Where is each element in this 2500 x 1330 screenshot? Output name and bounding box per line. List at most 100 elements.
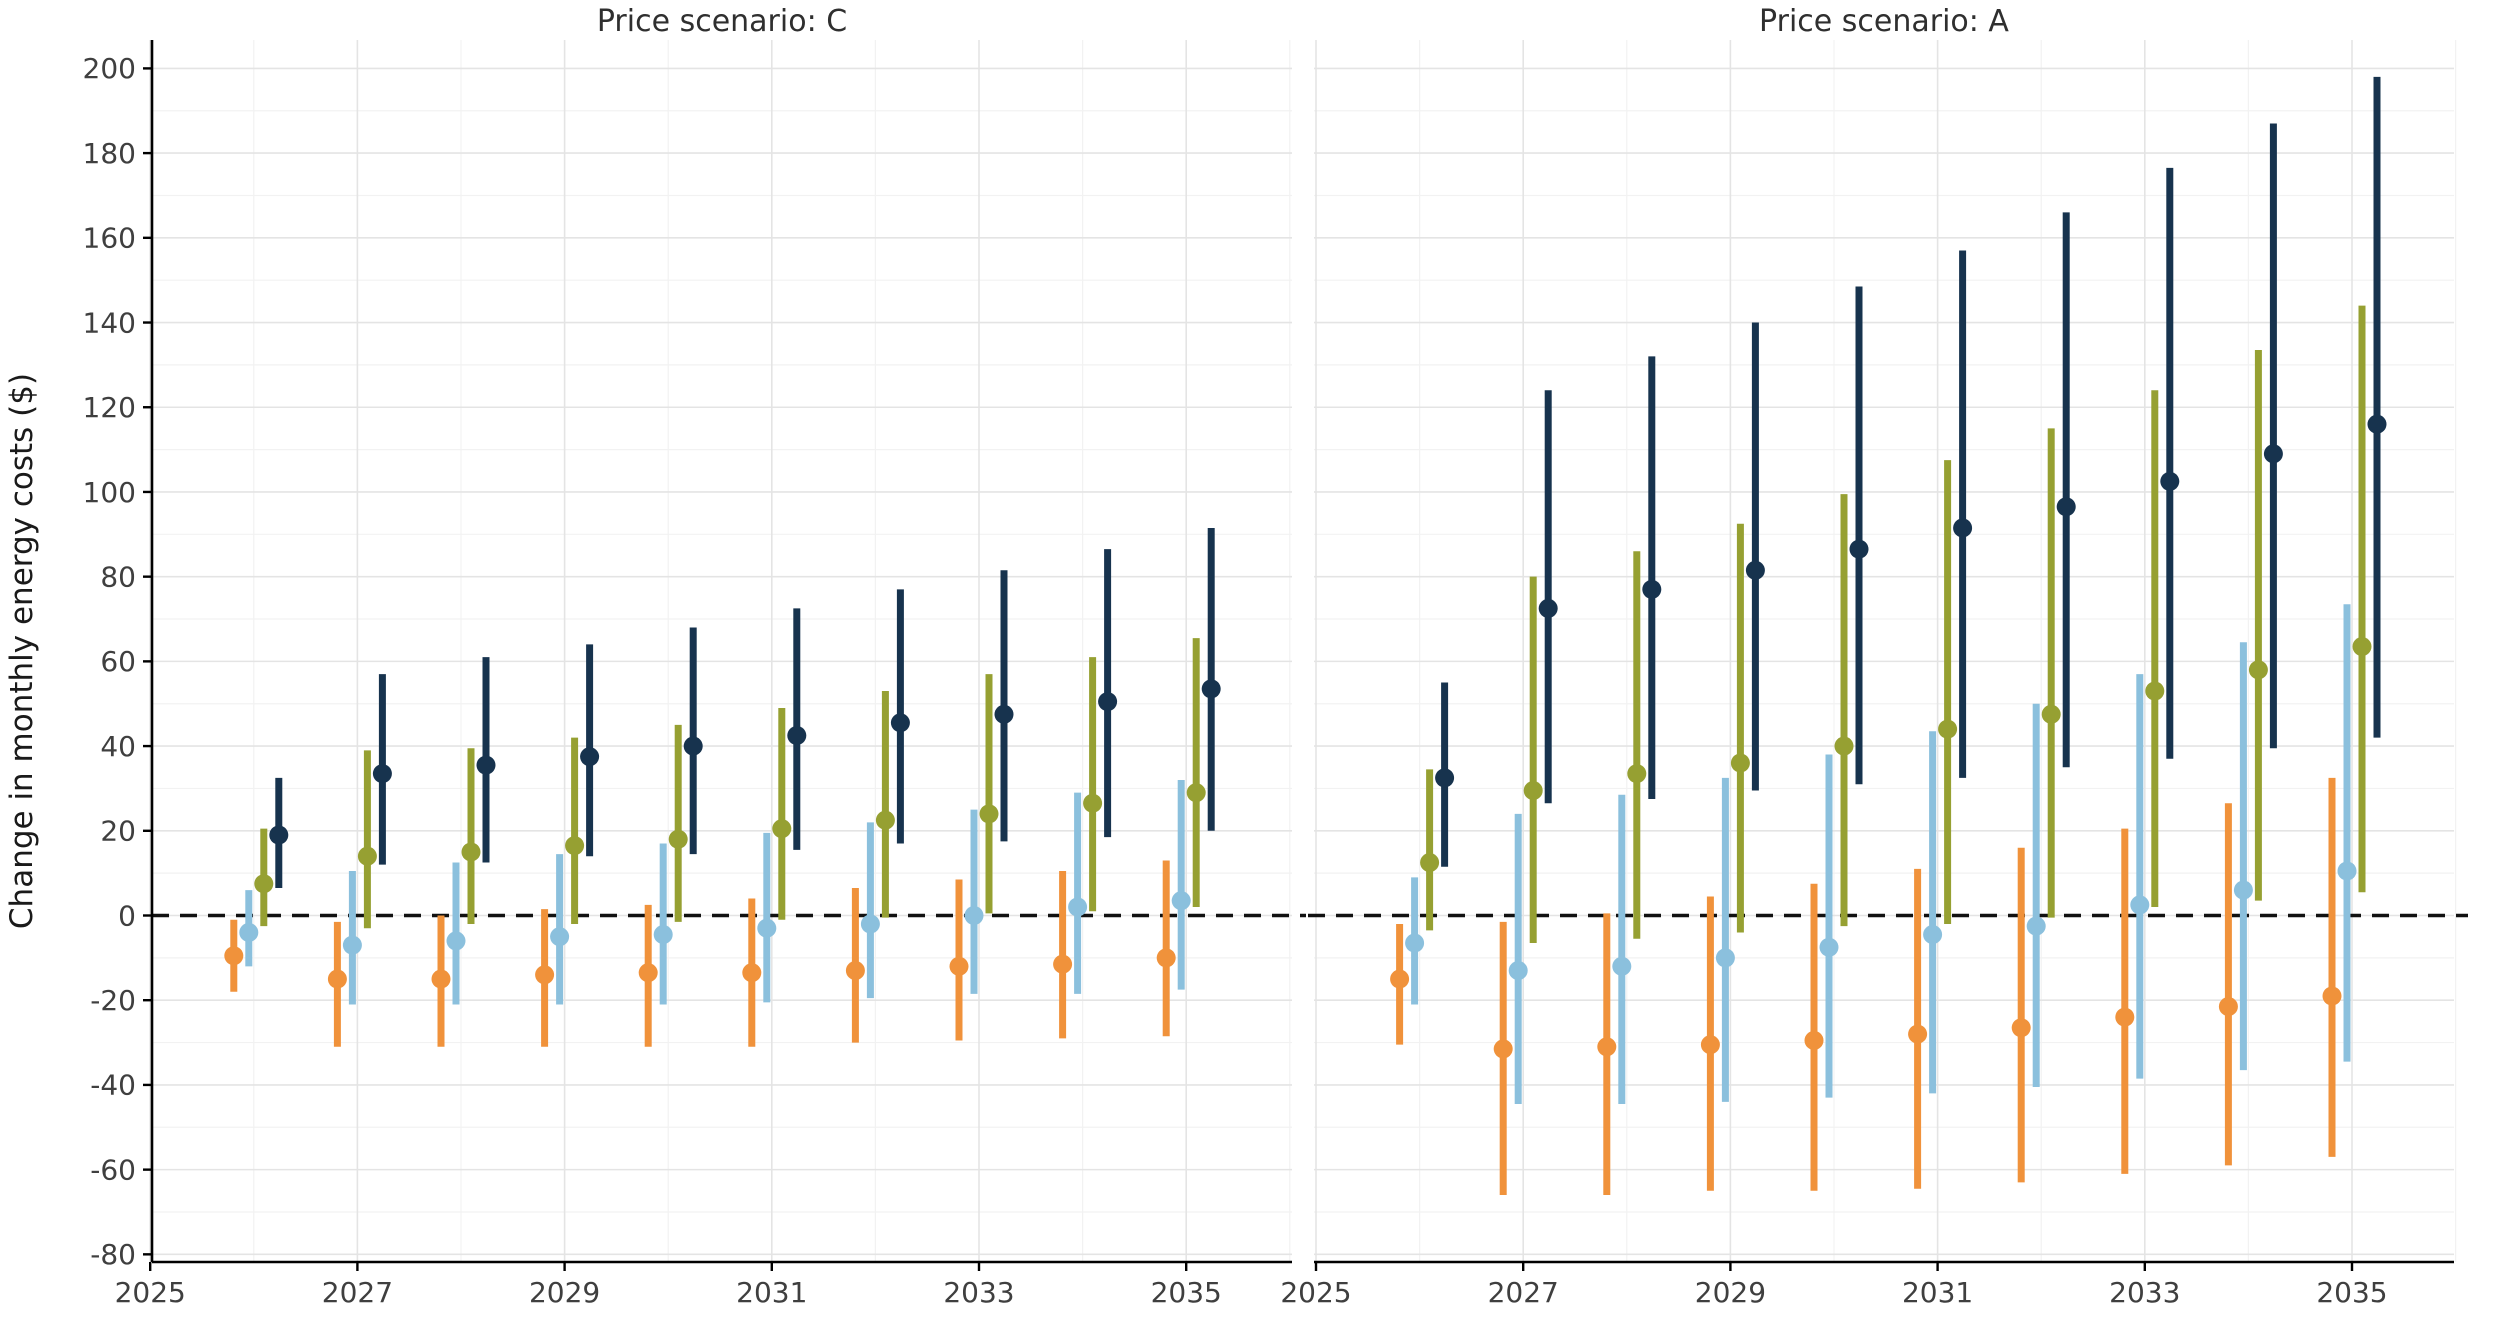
point-navy (994, 704, 1014, 724)
x-tick-label: 2033 (943, 1276, 1014, 1309)
point-navy (476, 755, 496, 775)
point-navy (1098, 692, 1118, 712)
y-tick-label: 180 (83, 137, 136, 170)
x-tick-label: 2025 (1280, 1276, 1351, 1309)
point-olive (461, 842, 481, 862)
point-light-blue (446, 931, 466, 951)
point-orange (1390, 969, 1410, 989)
point-light-blue (1405, 933, 1425, 953)
point-light-blue (1715, 948, 1735, 968)
y-tick-label: 40 (100, 730, 136, 763)
point-olive (1938, 719, 1958, 739)
point-light-blue (1508, 961, 1528, 981)
point-olive (565, 836, 585, 856)
x-tick-label: 2027 (1488, 1276, 1559, 1309)
point-olive (2041, 704, 2061, 724)
y-tick-label: 160 (83, 222, 136, 255)
panel-price-scenario-A: 2025 2027 2029 2031 2033 2035 (1280, 40, 2468, 1309)
point-olive (1420, 853, 1440, 873)
point-light-blue (964, 906, 984, 925)
point-orange (327, 969, 347, 989)
point-olive (979, 804, 999, 824)
y-tick-label: 80 (100, 560, 136, 593)
point-olive (1730, 753, 1750, 773)
y-tick-label: 120 (83, 391, 136, 424)
y-tick-label: 200 (83, 52, 136, 85)
point-light-blue (550, 927, 570, 947)
point-light-blue (2337, 861, 2357, 881)
point-orange (742, 963, 762, 983)
point-navy (890, 713, 910, 733)
point-olive (254, 874, 274, 894)
point-light-blue (2233, 880, 2253, 900)
point-navy (580, 747, 600, 767)
point-orange (535, 965, 555, 985)
y-tick-label: 0 (118, 899, 136, 932)
point-orange (2322, 986, 2342, 1006)
point-navy (1849, 539, 1869, 559)
x-tick-label: 2035 (2316, 1276, 2387, 1309)
point-light-blue (2130, 895, 2150, 915)
point-light-blue (1923, 925, 1943, 945)
y-tick-label: 20 (100, 815, 136, 848)
point-olive (1186, 783, 1206, 803)
point-orange (949, 956, 969, 976)
point-olive (1834, 736, 1854, 756)
y-tick-label: 140 (83, 306, 136, 339)
point-navy (2056, 497, 2076, 517)
point-light-blue (1171, 891, 1191, 911)
point-orange (1908, 1024, 1928, 1044)
y-tick-label: -80 (90, 1238, 136, 1271)
x-tick-label: 2033 (2109, 1276, 2180, 1309)
point-light-blue (2026, 916, 2046, 936)
point-orange (224, 946, 244, 966)
x-tick-label: 2031 (736, 1276, 807, 1309)
point-olive (2145, 681, 2165, 701)
point-navy (1538, 598, 1558, 618)
point-olive (772, 819, 792, 839)
point-olive (875, 810, 895, 830)
point-orange (1597, 1037, 1617, 1057)
point-light-blue (653, 925, 673, 945)
point-navy (269, 825, 289, 845)
y-tick-label: 100 (83, 476, 136, 509)
point-navy (1953, 518, 1973, 538)
point-navy (683, 736, 703, 756)
panel-title-left: Price scenario: C (597, 4, 847, 39)
point-light-blue (1612, 956, 1632, 976)
point-orange (2218, 997, 2238, 1017)
point-light-blue (1819, 937, 1839, 957)
point-navy (1642, 579, 1662, 599)
point-orange (1156, 948, 1176, 968)
point-orange (1804, 1030, 1824, 1050)
y-tick-label: -60 (90, 1153, 136, 1186)
point-orange (1053, 954, 1073, 974)
point-olive (1627, 764, 1647, 784)
y-tick-label: 60 (100, 645, 136, 678)
point-orange (638, 963, 658, 983)
point-navy (2160, 471, 2180, 491)
point-light-blue (342, 935, 362, 955)
point-orange (2115, 1007, 2135, 1027)
x-tick-label: 2029 (1695, 1276, 1766, 1309)
point-orange (1493, 1039, 1513, 1059)
y-axis-title: Change in monthly energy costs ($) (4, 373, 40, 929)
point-olive (1083, 793, 1103, 813)
x-tick-label: 2025 (115, 1276, 186, 1309)
y-tick-label: -40 (90, 1069, 136, 1102)
point-orange (845, 961, 865, 981)
point-light-blue (239, 922, 259, 942)
x-tick-label: 2029 (529, 1276, 600, 1309)
point-light-blue (1068, 897, 1088, 917)
x-tick-label: 2031 (1902, 1276, 1973, 1309)
point-navy (1435, 768, 1455, 788)
point-navy (1201, 679, 1221, 699)
point-navy (372, 764, 392, 784)
x-tick-label: 2035 (1151, 1276, 1222, 1309)
point-orange (2011, 1018, 2031, 1038)
point-olive (1523, 781, 1543, 801)
point-navy (2367, 414, 2387, 434)
x-tick-label: 2027 (322, 1276, 393, 1309)
panel-title-right: Price scenario: A (1759, 4, 2009, 39)
